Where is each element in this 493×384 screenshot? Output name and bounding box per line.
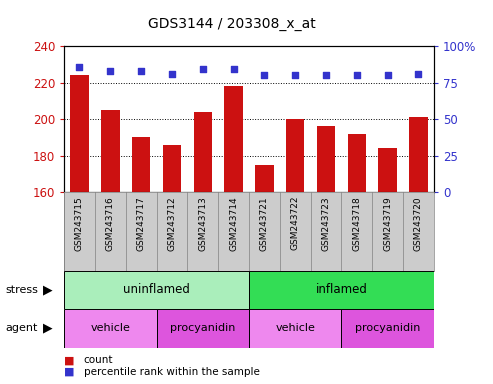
Text: vehicle: vehicle	[275, 323, 315, 333]
Bar	[64, 309, 157, 348]
Point	[415, 71, 423, 77]
Text: GDS3144 / 203308_x_at: GDS3144 / 203308_x_at	[148, 17, 316, 31]
Point	[291, 72, 299, 78]
Text: percentile rank within the sample: percentile rank within the sample	[84, 367, 260, 377]
Text: GSM243716: GSM243716	[106, 196, 115, 251]
Bar	[64, 271, 249, 309]
Point	[168, 71, 176, 77]
Bar	[157, 309, 249, 348]
Text: ■: ■	[64, 355, 74, 365]
Text: GSM243712: GSM243712	[168, 196, 176, 251]
Point	[384, 72, 391, 78]
Text: vehicle: vehicle	[90, 323, 130, 333]
Bar	[378, 148, 397, 192]
Bar	[132, 137, 150, 192]
Bar	[163, 145, 181, 192]
Text: GSM243715: GSM243715	[75, 196, 84, 251]
Text: agent: agent	[5, 323, 37, 333]
Text: GSM243713: GSM243713	[198, 196, 207, 251]
Bar	[193, 112, 212, 192]
Point	[137, 68, 145, 74]
Bar	[255, 165, 274, 192]
Point	[230, 66, 238, 73]
Bar	[286, 119, 305, 192]
Text: ■: ■	[64, 367, 74, 377]
Text: ▶: ▶	[43, 283, 53, 296]
Text: inflamed: inflamed	[316, 283, 367, 296]
Point	[199, 66, 207, 73]
Text: GSM243721: GSM243721	[260, 196, 269, 251]
Text: GSM243714: GSM243714	[229, 196, 238, 251]
Text: procyanidin: procyanidin	[170, 323, 236, 333]
Bar	[341, 309, 434, 348]
Text: GSM243723: GSM243723	[321, 196, 330, 251]
Text: stress: stress	[5, 285, 38, 295]
Point	[322, 72, 330, 78]
Text: count: count	[84, 355, 113, 365]
Bar	[224, 86, 243, 192]
Text: procyanidin: procyanidin	[355, 323, 421, 333]
Bar	[249, 309, 341, 348]
Point	[260, 72, 268, 78]
Bar	[348, 134, 366, 192]
Text: GSM243722: GSM243722	[291, 196, 300, 250]
Bar	[317, 126, 335, 192]
Bar	[101, 110, 119, 192]
Bar	[249, 271, 434, 309]
Text: GSM243720: GSM243720	[414, 196, 423, 251]
Point	[353, 72, 361, 78]
Bar	[409, 117, 427, 192]
Point	[106, 68, 114, 74]
Text: ▶: ▶	[43, 322, 53, 335]
Text: uninflamed: uninflamed	[123, 283, 190, 296]
Bar	[70, 75, 89, 192]
Text: GSM243718: GSM243718	[352, 196, 361, 251]
Text: GSM243717: GSM243717	[137, 196, 145, 251]
Point	[75, 63, 83, 70]
Text: GSM243719: GSM243719	[383, 196, 392, 251]
